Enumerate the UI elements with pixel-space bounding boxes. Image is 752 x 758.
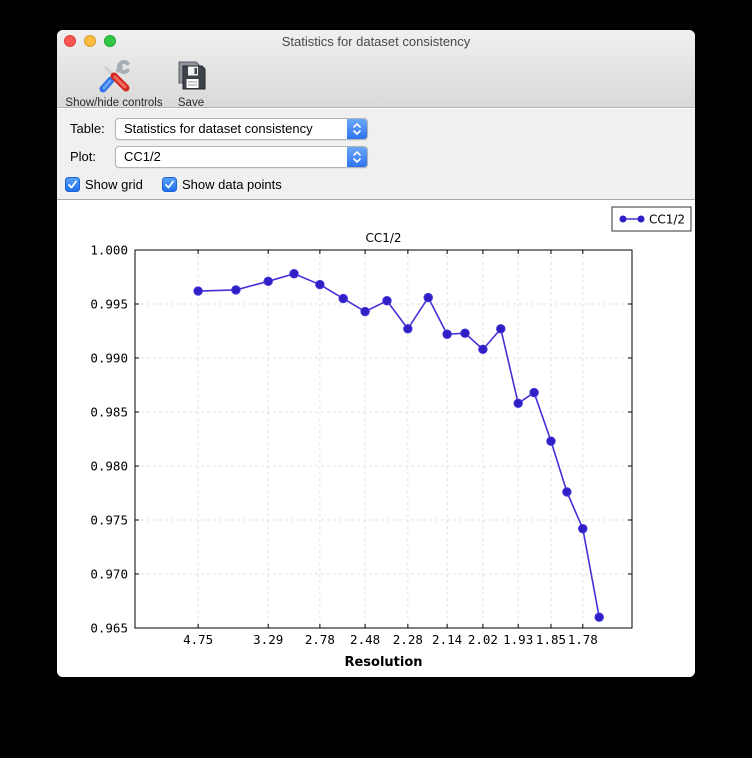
y-tick-label: 0.975	[90, 513, 128, 528]
data-point	[578, 523, 588, 534]
data-point	[193, 286, 203, 296]
minimize-button[interactable]	[84, 35, 96, 47]
data-point	[382, 296, 392, 306]
table-select-value: Statistics for dataset consistency	[124, 121, 313, 136]
show-grid-checkbox[interactable]: Show grid	[65, 177, 143, 192]
y-tick-label: 1.000	[90, 243, 128, 258]
plot-border	[134, 249, 633, 629]
y-tick-label: 0.985	[90, 405, 128, 420]
plot-select[interactable]: CC1/2	[115, 146, 368, 168]
x-tick-label: 2.14	[432, 632, 462, 647]
x-tick-label: 2.02	[468, 632, 498, 647]
data-point	[496, 324, 506, 334]
data-point	[403, 324, 413, 334]
floppy-icon	[174, 56, 208, 96]
table-select[interactable]: Statistics for dataset consistency	[115, 118, 368, 140]
data-point	[315, 279, 325, 290]
app-window: Statistics for dataset consistency	[57, 30, 695, 677]
legend-label: CC1/2	[649, 213, 685, 227]
y-tick-label: 0.990	[90, 351, 128, 366]
checkbox-icon	[65, 177, 80, 192]
data-point	[478, 344, 488, 355]
save-button[interactable]: Save	[169, 56, 213, 109]
data-point	[423, 292, 433, 303]
x-tick-label: 4.75	[183, 632, 213, 647]
legend-marker	[637, 215, 645, 223]
legend-marker	[619, 215, 627, 223]
checkbox-row: Show grid Show data points	[57, 177, 695, 193]
toolbar-item-label: Show/hide controls	[65, 97, 163, 109]
close-button[interactable]	[64, 35, 76, 47]
data-point	[513, 398, 523, 409]
data-point	[460, 328, 470, 338]
chart-title: CC1/2	[365, 231, 401, 245]
data-point	[546, 436, 556, 446]
stepper-arrows-icon	[347, 147, 367, 167]
x-tick-label: 2.78	[305, 632, 335, 647]
x-tick-label: 2.28	[393, 632, 423, 647]
show-data-points-label: Show data points	[182, 177, 282, 192]
plot-row: Plot: CC1/2	[57, 146, 695, 168]
x-axis-label: Resolution	[344, 655, 422, 670]
data-point	[289, 269, 299, 279]
zoom-button[interactable]	[104, 35, 116, 47]
data-point	[338, 293, 348, 304]
controls-panel: Table: Statistics for dataset consistenc…	[57, 109, 695, 200]
x-tick-label: 1.93	[503, 632, 533, 647]
plot-label: Plot:	[70, 149, 97, 164]
show-grid-label: Show grid	[85, 177, 143, 192]
data-point	[360, 306, 370, 317]
checkbox-icon	[162, 177, 177, 192]
y-tick-label: 0.995	[90, 297, 128, 312]
show-hide-controls-button[interactable]: Show/hide controls	[65, 56, 163, 109]
y-tick-label: 0.980	[90, 459, 128, 474]
window-header: Statistics for dataset consistency	[57, 30, 695, 109]
toolbar-item-label: Save	[177, 97, 205, 109]
chart-svg: 1.000 0.995 0.990 0.985 0.980 0.975 0.970 0.965…	[90, 206, 692, 670]
plot-select-value: CC1/2	[124, 149, 161, 164]
data-point	[529, 387, 539, 398]
table-label: Table:	[70, 121, 105, 136]
x-tick-label: 1.85	[536, 632, 566, 647]
data-point	[263, 276, 273, 287]
data-point	[231, 285, 241, 295]
x-tick-label: 1.78	[568, 632, 598, 647]
y-tick-label: 0.965	[90, 621, 128, 636]
x-tick-label: 2.48	[350, 632, 380, 647]
data-point	[562, 487, 572, 497]
chart-area: 1.000 0.995 0.990 0.985 0.980 0.975 0.970 0.965…	[57, 200, 695, 677]
title-bar: Statistics for dataset consistency	[57, 30, 695, 52]
y-tick-label: 0.970	[90, 567, 128, 582]
table-row: Table: Statistics for dataset consistenc…	[57, 118, 695, 140]
tools-icon	[96, 56, 132, 96]
series-line	[198, 272, 600, 618]
data-point	[594, 612, 604, 622]
data-point	[442, 329, 452, 339]
show-data-points-checkbox[interactable]: Show data points	[162, 177, 282, 192]
x-tick-label: 3.29	[253, 632, 283, 647]
window-title: Statistics for dataset consistency	[281, 34, 471, 49]
stepper-arrows-icon	[347, 119, 367, 139]
